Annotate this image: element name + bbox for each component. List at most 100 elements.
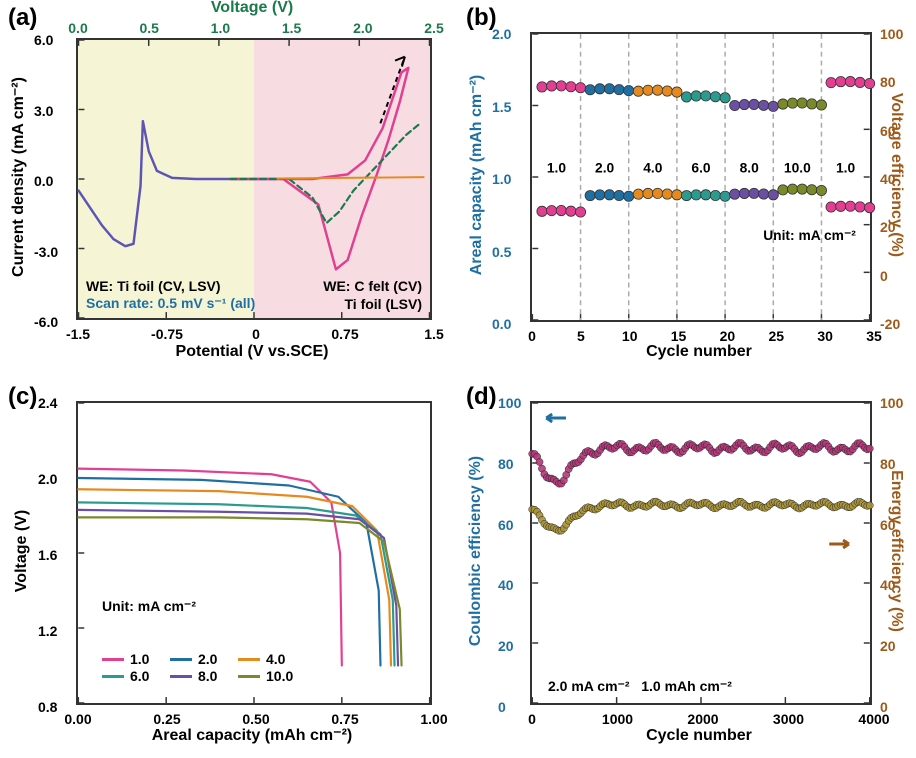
- axis-tick: 20: [880, 638, 896, 654]
- axis-tick: 2.4: [38, 395, 57, 411]
- axis-tick: 0: [880, 699, 888, 715]
- legend-swatch: [170, 658, 192, 661]
- axis-tick: 0.5: [139, 20, 158, 36]
- axis-tick: 0.75: [331, 326, 358, 342]
- panel-b-ylabel-right: Voltage efficiency (%): [887, 93, 905, 257]
- axis-tick: 2000: [687, 711, 718, 727]
- legend-label: 10.0: [266, 668, 300, 684]
- axis-tick: 0.00: [64, 711, 91, 727]
- axis-tick: 10: [622, 328, 638, 344]
- axis-tick: 0: [528, 711, 536, 727]
- axis-tick: 80: [880, 74, 896, 90]
- svg-text:1.0: 1.0: [836, 161, 856, 176]
- axis-tick: 6.0: [34, 32, 53, 48]
- axis-tick: 2.5: [424, 20, 443, 36]
- panel-c-label: (c): [8, 383, 37, 411]
- axis-tick: -0.75: [151, 326, 183, 342]
- axis-tick: 0: [498, 699, 506, 715]
- axis-tick: 20: [720, 328, 736, 344]
- axis-tick: 0.0: [34, 173, 53, 189]
- axis-tick: 1.0: [492, 171, 511, 187]
- axis-tick: 1000: [602, 711, 633, 727]
- panel-d-label: (d): [466, 383, 497, 411]
- axis-tick: 1.0: [211, 20, 230, 36]
- axis-tick: -20: [880, 316, 900, 332]
- axis-tick: 3.0: [34, 103, 53, 119]
- panel-d-ylabel-right: Energy efficiency (%): [887, 470, 905, 632]
- svg-text:2.0: 2.0: [595, 161, 615, 176]
- chart-a-svg: [78, 40, 430, 318]
- axis-tick: 1.5: [492, 99, 511, 115]
- axis-tick: 0.8: [38, 699, 57, 715]
- axis-tick: -6.0: [34, 314, 58, 330]
- axis-tick: 100: [880, 26, 903, 42]
- axis-tick: 0.0: [492, 316, 511, 332]
- chart-d-svg: [532, 403, 870, 703]
- svg-text:Unit: mA cm⁻²: Unit: mA cm⁻²: [763, 228, 856, 243]
- legend-label: 8.0: [198, 668, 232, 684]
- legend-swatch: [238, 658, 260, 661]
- svg-text:4.0: 4.0: [643, 161, 663, 176]
- legend-swatch: [102, 658, 124, 661]
- panel-a-top-axis-label: Voltage (V): [211, 0, 293, 17]
- panel-b-label: (b): [466, 4, 497, 32]
- axis-tick: -3.0: [34, 244, 58, 260]
- legend-label: 2.0: [198, 651, 232, 667]
- legend-label: 6.0: [130, 668, 164, 684]
- axis-tick: 1.5: [424, 326, 443, 342]
- chart-b-svg: 1.0 2.0 4.0 6.0 8.0 10.0 1.0 Unit: mA cm⁻²: [532, 34, 870, 320]
- axis-tick: 1.5: [282, 20, 301, 36]
- legend-label: 1.0: [130, 651, 164, 667]
- panel-c: (c) Unit: mA cm⁻² 1.02.04.06.08.010.0 0.…: [0, 379, 458, 758]
- axis-tick: 0.5: [492, 244, 511, 260]
- axis-tick: 30: [817, 328, 833, 344]
- annot-we-right-2: Ti foil (LSV): [344, 296, 422, 312]
- axis-tick: 0: [880, 268, 888, 284]
- svg-text:8.0: 8.0: [740, 161, 760, 176]
- figure-container: (a) Voltage (V) WE: Ti foil (CV, LSV) Sc…: [0, 0, 916, 758]
- axis-tick: 3000: [773, 711, 804, 727]
- panel-b-ylabel-left: Areal capacity (mAh cm⁻²): [466, 75, 486, 276]
- axis-tick: 25: [768, 328, 784, 344]
- axis-tick: 1.6: [38, 547, 57, 563]
- axis-tick: 100: [498, 395, 521, 411]
- legend-label: 4.0: [266, 651, 300, 667]
- axis-tick: 20: [498, 638, 514, 654]
- legend-c: 1.0 2.0 4.0 6.0 8.0 10.0: [102, 651, 300, 685]
- axis-tick: 60: [498, 517, 514, 533]
- panel-b: (b) 1.02.04.06.08.010.01.0Unit: mA cm⁻² …: [458, 0, 916, 379]
- chart-c: Unit: mA cm⁻² 1.02.04.06.08.010.0 0.000.…: [76, 401, 432, 705]
- annot-we-left: WE: Ti foil (CV, LSV): [86, 278, 221, 294]
- axis-tick: 2.0: [353, 20, 372, 36]
- panel-b-xlabel: Cycle number: [646, 343, 752, 361]
- legend-swatch: [238, 675, 260, 678]
- axis-tick: 80: [498, 456, 514, 472]
- panel-d-xlabel: Cycle number: [646, 727, 752, 745]
- axis-tick: 0: [252, 326, 260, 342]
- axis-tick: 0: [528, 328, 536, 344]
- svg-text:10.0: 10.0: [784, 161, 811, 176]
- legend-swatch: [102, 675, 124, 678]
- annot-d-cond: 2.0 mA cm⁻² 1.0 mAh cm⁻²: [548, 678, 732, 695]
- axis-tick: -1.5: [66, 326, 90, 342]
- panel-c-ylabel: Voltage (V): [13, 510, 31, 592]
- axis-tick: 1.2: [38, 623, 57, 639]
- axis-tick: 100: [880, 395, 903, 411]
- panel-c-xlabel: Areal capacity (mAh cm⁻²): [152, 725, 353, 745]
- legend-swatch: [170, 675, 192, 678]
- axis-tick: 40: [498, 577, 514, 593]
- svg-text:1.0: 1.0: [547, 161, 567, 176]
- axis-tick: 2.0: [38, 471, 57, 487]
- chart-a: WE: Ti foil (CV, LSV) Scan rate: 0.5 mV …: [76, 38, 432, 320]
- axis-tick: 5: [577, 328, 585, 344]
- panel-a: (a) Voltage (V) WE: Ti foil (CV, LSV) Sc…: [0, 0, 458, 379]
- panel-d-ylabel-left: Coulombic efficiency (%): [467, 456, 485, 646]
- axis-tick: 15: [671, 328, 687, 344]
- chart-b: 1.02.04.06.08.010.01.0Unit: mA cm⁻² 0510…: [530, 32, 872, 322]
- svg-text:6.0: 6.0: [691, 161, 711, 176]
- chart-d: 2.0 mA cm⁻² 1.0 mAh cm⁻² 010002000300040…: [530, 401, 872, 705]
- annot-we-right-1: WE: C felt (CV): [323, 278, 422, 294]
- panel-a-ylabel: Current density (mA cm⁻²): [8, 77, 28, 277]
- panel-d: (d) 2.0 mA cm⁻² 1.0 mAh cm⁻² 01000200030…: [458, 379, 916, 758]
- panel-a-xlabel: Potential (V vs.SCE): [176, 343, 329, 361]
